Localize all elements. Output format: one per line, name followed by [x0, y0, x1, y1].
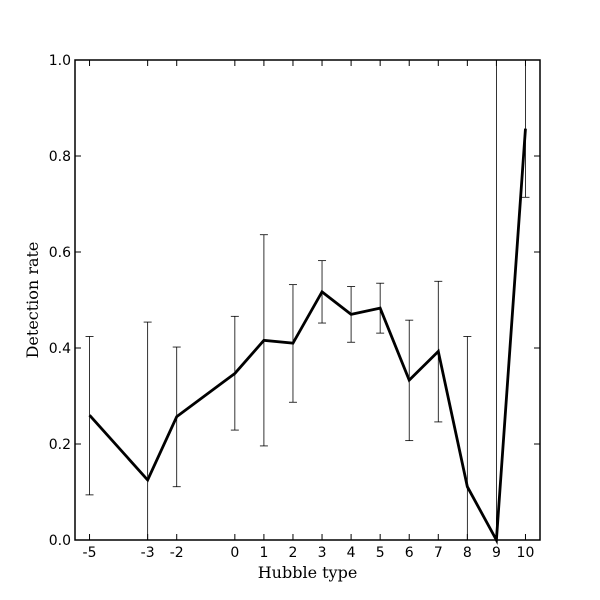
axes — [74, 59, 541, 541]
y-tick-label: 0.2 — [49, 437, 71, 453]
y-tick-label: 1.0 — [49, 53, 71, 69]
y-tick-label: 0.8 — [49, 149, 71, 165]
series-line — [88, 128, 527, 545]
x-tick-label: -3 — [141, 545, 155, 561]
x-tick-label: 2 — [289, 545, 298, 561]
x-tick-label: 8 — [463, 545, 472, 561]
x-axis-label: Hubble type — [258, 563, 358, 582]
x-tick-label: -5 — [83, 545, 97, 561]
plot-frame — [74, 59, 541, 541]
y-tick-label: 0.0 — [49, 533, 71, 549]
series-layer — [88, 128, 527, 545]
x-tick-label: 6 — [405, 545, 414, 561]
y-axis-label: Detection rate — [23, 242, 42, 359]
x-tick-label: 5 — [376, 545, 385, 561]
x-tick-label: 10 — [517, 545, 535, 561]
y-tick-label: 0.6 — [49, 245, 71, 261]
x-tick-label: -2 — [170, 545, 184, 561]
x-tick-label: 4 — [347, 545, 356, 561]
x-tick-label: 1 — [259, 545, 268, 561]
y-tick-label: 0.4 — [49, 341, 71, 357]
x-tick-label: 0 — [230, 545, 239, 561]
tick-labels: -5 -3 -2 0 1 2 3 4 5 6 7 8 9 10 0.0 0.2 0.4 0.6 0.8 1.0 — [49, 53, 535, 561]
x-tick-label: 3 — [318, 545, 327, 561]
x-tick-label: 7 — [434, 545, 443, 561]
x-tick-label: 9 — [492, 545, 501, 561]
